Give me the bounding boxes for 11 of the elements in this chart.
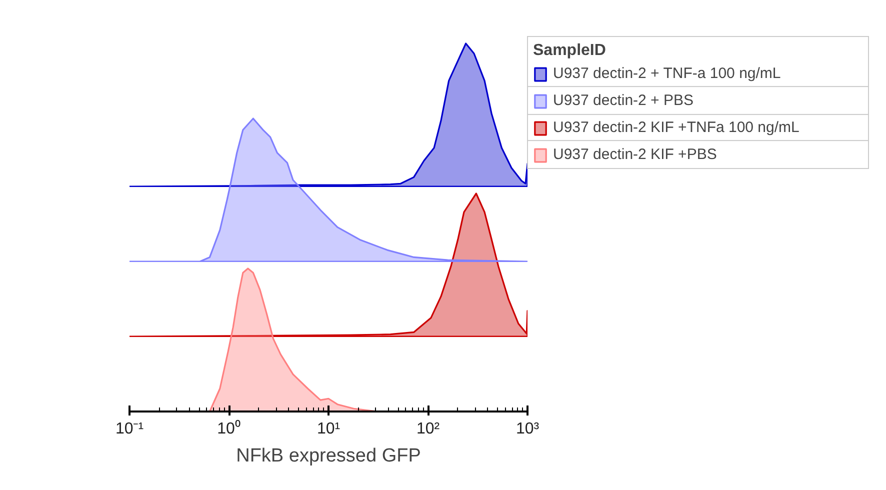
x-tick-label: 10⁰ [217, 420, 241, 438]
legend-label: U937 dectin-2 + TNF-a 100 ng/mL [553, 65, 782, 82]
x-tick-label: 10⁻¹ [115, 420, 144, 438]
x-tick-label: 10² [416, 420, 440, 438]
x-tick-label: 10¹ [316, 420, 340, 438]
x-tick-label: 10³ [516, 420, 540, 438]
legend-label: U937 dectin-2 + PBS [553, 92, 695, 109]
legend-label: U937 dectin-2 KIF +TNFa 100 ng/mL [553, 119, 800, 136]
legend-title: SampleID [533, 42, 607, 60]
x-axis-title: NFkB expressed GFP [236, 446, 421, 466]
legend-label: U937 dectin-2 KIF +PBS [553, 146, 718, 163]
